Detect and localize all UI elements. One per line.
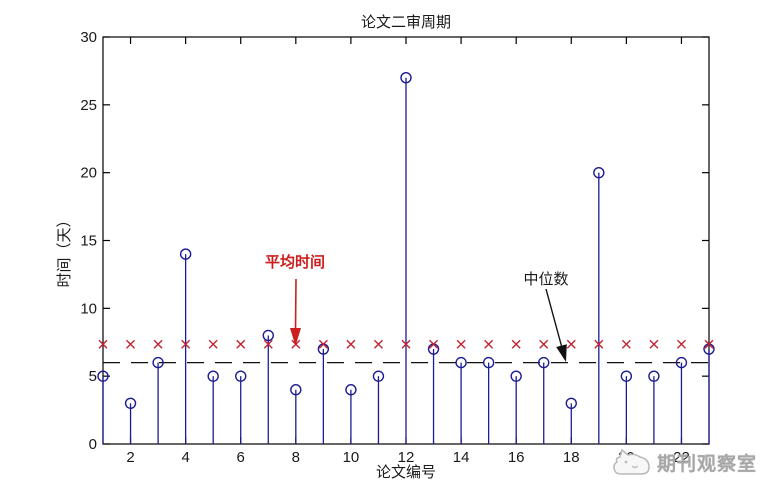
y-tick-label: 25 xyxy=(80,97,97,114)
x-tick-label: 18 xyxy=(563,449,580,466)
x-tick-label: 22 xyxy=(673,449,690,466)
stem-marker-circle xyxy=(400,71,412,84)
y-tick-label: 10 xyxy=(80,300,97,317)
mean-x-marker xyxy=(621,339,631,349)
watermark-text: 期刊观察室 xyxy=(657,453,758,475)
mean-x-marker xyxy=(704,339,714,349)
median-arrow-head xyxy=(556,344,567,362)
stem-marker-circle xyxy=(235,370,247,382)
stem-marker-circle xyxy=(152,356,164,369)
mean-x-marker xyxy=(153,339,163,349)
mean-x-marker xyxy=(649,339,659,349)
mean-x-marker xyxy=(429,339,439,349)
x-tick-label: 6 xyxy=(237,449,245,466)
median-annotation-label: 中位数 xyxy=(523,271,569,288)
y-tick-label: 0 xyxy=(89,436,97,453)
stem-marker-circle xyxy=(179,248,192,260)
stem-marker-circle xyxy=(345,384,357,396)
mean-x-marker xyxy=(126,339,136,349)
mean-x-marker xyxy=(484,339,494,349)
x-tick-label: 12 xyxy=(398,449,415,466)
mean-x-marker xyxy=(566,339,576,349)
y-tick-label: 15 xyxy=(80,233,97,250)
stem-marker-circle xyxy=(124,397,137,409)
mean-x-marker xyxy=(318,339,328,349)
stem-marker-circle xyxy=(207,370,219,382)
stem-marker-circle xyxy=(565,397,577,409)
stem-marker-circle xyxy=(620,370,633,382)
median-arrow-line xyxy=(545,288,563,347)
x-tick-label: 14 xyxy=(453,449,470,466)
cat-logo-icon xyxy=(613,448,650,475)
stem-marker-circle xyxy=(648,370,660,382)
mean-x-marker xyxy=(263,339,273,349)
stem-marker-circle xyxy=(97,370,109,382)
y-tick-label: 5 xyxy=(89,368,97,385)
stem-marker-circle xyxy=(482,356,495,369)
x-tick-label: 10 xyxy=(343,449,360,466)
x-tick-label: 16 xyxy=(508,449,525,466)
y-tick-label: 20 xyxy=(80,165,97,182)
stem-marker-circle xyxy=(675,356,688,369)
y-tick-label: 30 xyxy=(80,29,97,46)
stem-marker-circle xyxy=(510,370,522,382)
mean-x-marker xyxy=(511,339,521,349)
chart-title: 论文二审周期 xyxy=(360,14,451,31)
mean-x-marker xyxy=(98,339,108,349)
mean-x-marker xyxy=(373,339,383,349)
mean-x-marker xyxy=(594,339,604,349)
x-tick-label: 8 xyxy=(292,449,300,466)
x-tick-label: 2 xyxy=(126,449,134,466)
stem-marker-circle xyxy=(538,356,550,369)
stem-marker-circle xyxy=(262,329,274,342)
y-axis-label: 时间（天） xyxy=(56,212,73,288)
stem-marker-circle xyxy=(290,384,302,396)
mean-x-marker xyxy=(456,339,466,349)
stem-marker-circle xyxy=(372,370,385,382)
x-axis-label: 论文编号 xyxy=(375,464,436,481)
mean-x-marker xyxy=(346,339,356,349)
stem-marker-circle xyxy=(593,166,605,179)
mean-arrow-line xyxy=(294,278,297,332)
mean-arrow-head xyxy=(290,328,301,346)
mean-x-marker xyxy=(401,339,411,349)
mean-annotation-label: 平均时间 xyxy=(264,254,325,271)
mean-x-marker xyxy=(539,339,549,349)
mean-x-marker xyxy=(676,339,686,349)
mean-x-marker xyxy=(236,339,246,349)
x-tick-label: 4 xyxy=(181,449,189,466)
mean-x-marker xyxy=(181,339,191,349)
watermark: 期刊观察室 xyxy=(612,446,757,478)
stem-marker-circle xyxy=(455,356,467,369)
mean-x-marker xyxy=(208,339,218,349)
